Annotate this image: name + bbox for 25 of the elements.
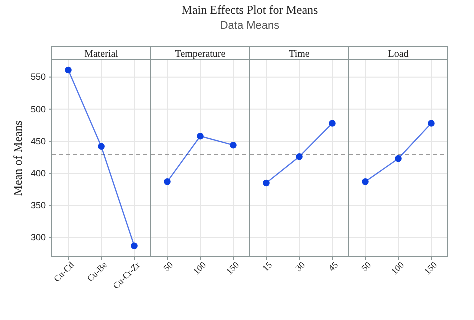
y-tick-label: 350	[30, 200, 46, 211]
x-tick-label: 150	[422, 260, 440, 277]
x-tick-label: 150	[224, 260, 242, 277]
x-tick-label: 100	[389, 260, 406, 277]
point	[131, 242, 138, 250]
chart-title: Temperature	[175, 49, 226, 60]
y-tick-label: 450	[30, 136, 46, 146]
chart-title: Time	[289, 49, 310, 60]
text: Main Effects Plot for Means	[182, 3, 319, 17]
x-tick-label: 100	[191, 260, 208, 277]
y-tick-label: 300	[30, 232, 46, 243]
y-tick-label: 500	[30, 104, 46, 114]
x-tick-label: 45	[326, 260, 340, 274]
chart-title: Load	[388, 49, 409, 60]
x-tick-label: 50	[360, 260, 374, 274]
y-axis-title: Mean of Means	[11, 120, 25, 196]
x-tick-label: 15	[260, 260, 274, 274]
x-tick-label: 50	[162, 260, 176, 274]
chart-title: Material	[84, 49, 119, 60]
point	[65, 66, 72, 74]
point	[98, 143, 105, 150]
text: Data Means	[220, 20, 280, 32]
y-tick-label: 550	[30, 72, 46, 82]
y-tick-label: 400	[30, 168, 46, 178]
x-tick-label: 30	[294, 260, 308, 274]
